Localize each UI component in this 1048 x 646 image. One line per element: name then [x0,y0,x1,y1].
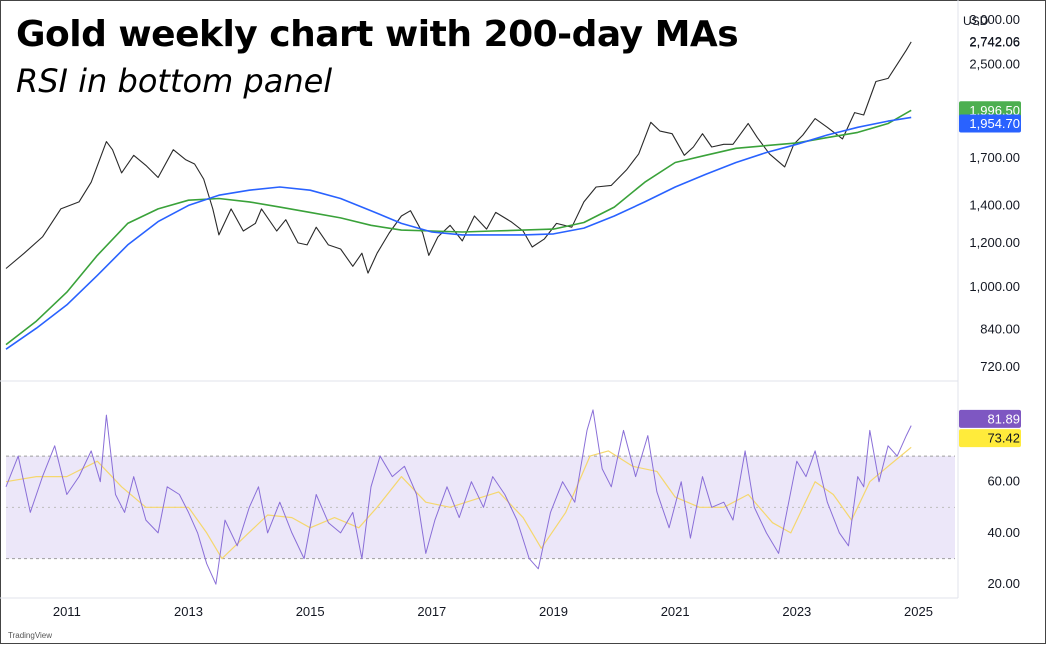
value-tag-label: 81.89 [987,411,1020,426]
x-tick-label: 2021 [661,604,690,619]
x-tick-label: 2023 [782,604,811,619]
price-y-tick-label: 720.00 [980,359,1020,374]
rsi-y-tick-label: 40.00 [987,525,1020,540]
series-line-ma_blue [5,116,912,350]
price-y-tick-label: 1,000.00 [969,279,1020,294]
price-y-tick-label: 1,700.00 [969,150,1020,165]
value-tag-label: 1,996.50 [969,103,1020,118]
rsi-y-tick-label: 20.00 [987,576,1020,591]
price-y-tick-label: 3,000.00 [969,12,1020,27]
x-tick-label: 2017 [417,604,446,619]
chart-subtitle: RSI in bottom panel [16,62,333,100]
x-tick-label: 2025 [904,604,933,619]
value-tag-purple [959,409,1021,428]
price-y-tick-label: 2,500.00 [969,56,1020,71]
x-tick-label: 2015 [296,604,325,619]
x-tick-label: 2011 [53,604,81,619]
x-tick-label: 2019 [539,604,568,619]
title-background [6,8,631,110]
price-y-tick-label: 840.00 [980,322,1020,337]
price-y-tick-label: 1,200.00 [969,235,1020,250]
price-y-tick-label: 1,400.00 [969,197,1020,212]
rsi-y-tick-label: 60.00 [987,474,1020,489]
series-line-rsi [5,409,912,585]
series-line-price [5,41,912,274]
currency-label: USD [963,14,989,28]
value-tag-blue [959,114,1021,133]
chart-title: Gold weekly chart with 200-day MAs [16,14,739,55]
price-y-tick-label: 2,742.06 [969,34,1020,49]
series-line-rsi_ma [5,446,912,560]
series-line-ma_green [5,109,912,346]
value-tag-label: 1,954.70 [969,116,1020,131]
value-tag-yellow [959,429,1021,448]
x-tick-label: 2013 [174,604,203,619]
value-tag-label: 2,742.06 [969,34,1020,49]
tradingview-watermark: TradingView [8,631,53,640]
value-tag-label: 73.42 [987,431,1020,446]
